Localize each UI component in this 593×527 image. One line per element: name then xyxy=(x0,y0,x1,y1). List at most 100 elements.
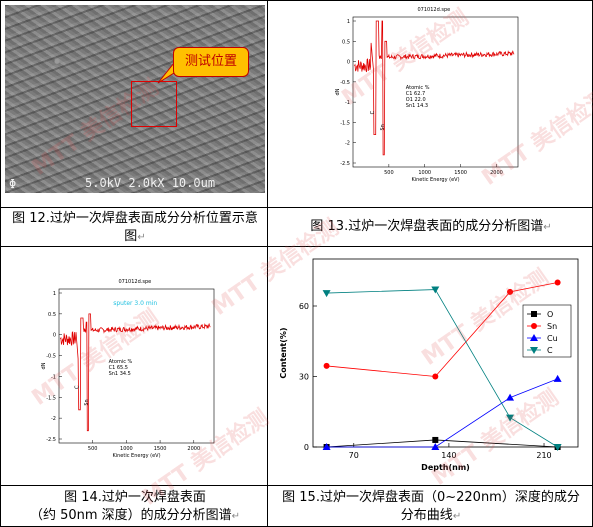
peak-label-sn: Sn xyxy=(380,124,386,130)
point-c xyxy=(553,444,562,451)
test-region-box xyxy=(131,81,177,127)
caption-fig12: 图 12.过炉一次焊盘表面成分分析位置示意图↵ xyxy=(12,211,258,244)
y-tick-label: -2 xyxy=(345,141,350,147)
x-tick-label: 210 xyxy=(536,451,551,460)
x-tick-label: 2000 xyxy=(490,170,503,176)
y-tick-label: 0 xyxy=(53,333,56,339)
x-tick-label: 1500 xyxy=(154,446,167,452)
sputter-annotation: sputer 3.0 min xyxy=(113,300,157,307)
point-c xyxy=(506,414,515,422)
point-sn xyxy=(507,288,514,295)
sem-image: Φ 5.0kV 2.0kX 10.0um xyxy=(5,5,265,193)
point-sn xyxy=(554,279,561,286)
point-sn xyxy=(432,373,439,380)
panel-spectrum-2: 071012d.spe 1 0.5 0 -0.5 -1 -1.5 -2 -2.5 500 1000 1… xyxy=(0,246,268,486)
panel-depth-chart: 0 30 60 70 140 210 Depth(nm) Content(%) O Sn Cu C xyxy=(267,246,593,486)
caption-fig15: 图 15.过炉一次焊盘表面（0~220nm）深度的成分 分布曲线↵ xyxy=(268,489,593,526)
point-c xyxy=(530,347,538,354)
point-c xyxy=(431,286,440,294)
x-tick-label: 140 xyxy=(441,451,456,460)
x-axis-label: Depth(nm) xyxy=(421,463,470,472)
legend-label-sn: Sn xyxy=(547,322,557,331)
y-tick-label: 0 xyxy=(347,60,350,66)
atomic-legend-line: C1 62.7 xyxy=(406,91,425,97)
series-line-c xyxy=(326,289,558,448)
depth-profile-chart: 0 30 60 70 140 210 Depth(nm) Content(%) O Sn Cu C xyxy=(279,258,579,472)
caption-fig14: 图 14.过炉一次焊盘表面 （约 50nm 深度）的成分分析图谱↵ xyxy=(1,489,269,526)
spectrum-title: 071012d.spe xyxy=(418,7,451,13)
caption-cell-13: 图 13.过炉一次焊盘表面的成分分析图谱↵ xyxy=(267,207,593,247)
point-o xyxy=(531,311,537,317)
x-tick-label: 500 xyxy=(88,446,98,452)
spectrum-frame xyxy=(58,288,215,444)
y-tick-label: 60 xyxy=(299,302,309,311)
y-tick-label: 0 xyxy=(304,443,309,452)
panel-spectrum-1: 071012d.spe 1 0.5 0 -0.5 -1 -1.5 -2 -2.5 500 1000 1… xyxy=(267,0,593,208)
legend-label-c: C xyxy=(547,346,553,355)
atomic-legend-title: Atomic % xyxy=(406,85,430,91)
caption-fig15-line1: 图 15.过炉一次焊盘表面（0~220nm）深度的成分 xyxy=(282,490,580,505)
point-sn xyxy=(531,323,537,329)
spectrum-title: 071012d.spe xyxy=(119,279,152,285)
y-tick-label: -1.5 xyxy=(340,120,350,126)
point-cu xyxy=(506,393,515,401)
y-tick-label: -2.5 xyxy=(46,437,56,443)
x-tick-label: 1000 xyxy=(120,446,133,452)
y-axis-label: dN xyxy=(335,88,341,95)
caption-fig13: 图 13.过炉一次焊盘表面的成分分析图谱↵ xyxy=(310,219,552,234)
legend-label-o: O xyxy=(547,310,553,319)
sem-scale-bar: Φ 5.0kV 2.0kX 10.0um xyxy=(9,176,216,191)
atomic-legend-line: C1 65.5 xyxy=(109,365,128,371)
caption-fig15-line2: 分布曲线↵ xyxy=(400,508,462,523)
spectrum-frame xyxy=(352,16,519,168)
caption-cell-14: 图 14.过炉一次焊盘表面 （约 50nm 深度）的成分分析图谱↵ xyxy=(0,485,268,527)
atomic-legend-line: Sn1 14.3 xyxy=(406,103,428,109)
x-axis-label: Kinetic Energy (eV) xyxy=(112,453,160,459)
point-cu xyxy=(322,443,331,450)
spectrum-2-plot: 071012d.spe 1 0.5 0 -0.5 -1 -1.5 -2 -2.5 500 1000 1… xyxy=(41,279,215,459)
y-tick-label: -1.5 xyxy=(46,395,56,401)
x-tick-label: 70 xyxy=(349,451,359,460)
y-tick-label: -0.5 xyxy=(340,80,350,86)
y-axis-label: dN xyxy=(41,362,47,369)
y-tick-label: -2.5 xyxy=(340,161,350,167)
caption-cell-15: 图 15.过炉一次焊盘表面（0~220nm）深度的成分 分布曲线↵ xyxy=(267,485,593,527)
spectrum-curve xyxy=(59,313,211,432)
x-tick-label: 1000 xyxy=(418,170,431,176)
series-line-o xyxy=(326,439,558,448)
caption-cell-12: 图 12.过炉一次焊盘表面成分分析位置示意图↵ xyxy=(0,207,268,247)
spectrum-curve xyxy=(354,20,515,156)
peak-label-c: C xyxy=(370,110,376,114)
point-o xyxy=(432,436,439,443)
y-tick-label: -2 xyxy=(51,416,56,422)
y-tick-label: 0.5 xyxy=(48,312,56,318)
x-axis-label: Kinetic Energy (eV) xyxy=(411,177,459,183)
sem-scale-text: 5.0kV 2.0kX 10.0um xyxy=(85,176,216,190)
y-axis-label: Content(%) xyxy=(279,327,288,378)
y-tick-label: -0.5 xyxy=(46,354,56,360)
x-tick-label: 1500 xyxy=(454,170,467,176)
peak-label-c: C xyxy=(75,385,81,389)
atomic-legend-line: O1 22.0 xyxy=(406,97,426,103)
y-tick-label: -1 xyxy=(51,374,56,380)
y-tick-label: -1 xyxy=(345,100,350,106)
series-line-sn xyxy=(326,282,558,377)
panel-sem: Φ 5.0kV 2.0kX 10.0um 测试位置 xyxy=(0,0,268,208)
x-tick-label: 500 xyxy=(384,170,394,176)
y-tick-label: 30 xyxy=(299,373,309,382)
atomic-legend-line: Sn1 34.5 xyxy=(109,371,131,377)
point-cu xyxy=(431,443,440,450)
y-tick-label: 0.5 xyxy=(342,39,350,45)
point-cu xyxy=(553,374,562,382)
atomic-legend-title: Atomic % xyxy=(109,359,133,365)
point-sn xyxy=(323,362,330,369)
x-tick-label: 2000 xyxy=(187,446,200,452)
spectrum-1-plot: 071012d.spe 1 0.5 0 -0.5 -1 -1.5 -2 -2.5 500 1000 1… xyxy=(335,7,519,183)
point-c xyxy=(322,290,331,298)
caption-fig14-line2: （约 50nm 深度）的成分分析图谱↵ xyxy=(29,508,241,523)
y-tick-label: 1 xyxy=(53,291,56,297)
caption-fig14-line1: 图 14.过炉一次焊盘表面 xyxy=(64,490,206,505)
series-line-cu xyxy=(326,378,558,448)
peak-label-sn: Sn xyxy=(84,399,90,405)
